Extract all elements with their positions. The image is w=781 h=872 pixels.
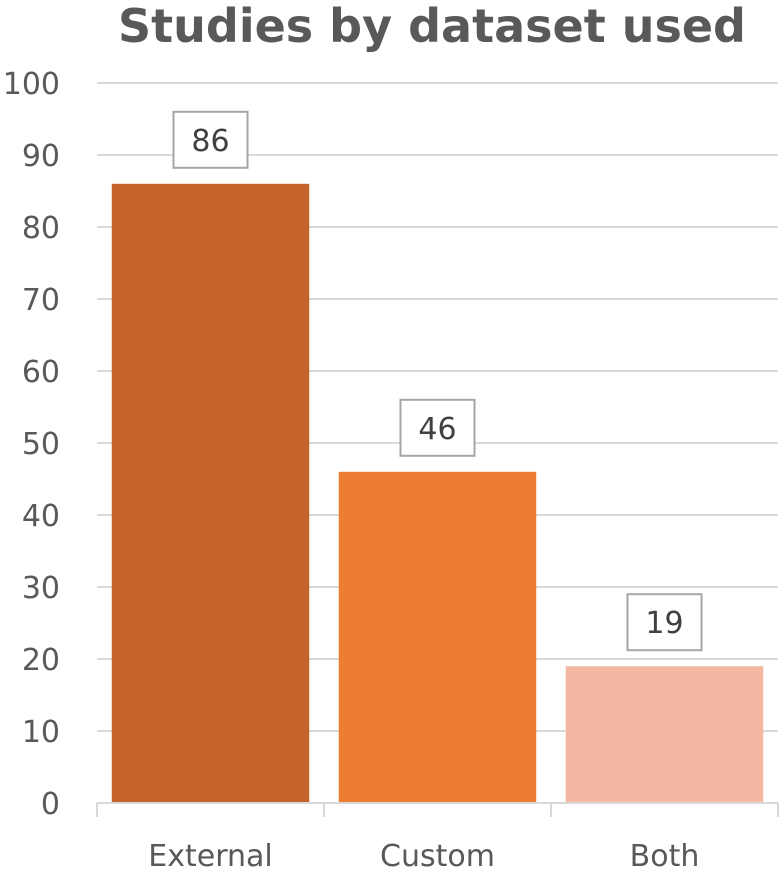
y-tick-label: 50 bbox=[22, 427, 60, 462]
x-axis: External Custom Both bbox=[96, 802, 779, 872]
y-tick-label: 100 bbox=[3, 67, 60, 102]
bar-both bbox=[565, 666, 764, 803]
data-labels: 86 46 19 bbox=[172, 110, 703, 652]
y-tick-label: 70 bbox=[22, 283, 60, 318]
data-label: 86 bbox=[191, 124, 229, 159]
y-tick-label: 10 bbox=[22, 715, 60, 750]
y-tick-label: 60 bbox=[22, 355, 60, 390]
y-tick-label: 0 bbox=[41, 787, 60, 822]
y-tick-label: 20 bbox=[22, 643, 60, 678]
data-label: 46 bbox=[418, 412, 456, 447]
data-label-box bbox=[626, 593, 703, 652]
y-tick-label: 80 bbox=[22, 211, 60, 246]
y-tick-label: 90 bbox=[22, 139, 60, 174]
data-label-box bbox=[399, 398, 476, 457]
bar-custom bbox=[338, 471, 537, 803]
x-tick-label: Both bbox=[630, 839, 700, 872]
bar-external bbox=[111, 183, 310, 804]
data-label: 19 bbox=[645, 606, 683, 641]
y-tick-label: 40 bbox=[22, 499, 60, 534]
y-tick-label: 30 bbox=[22, 571, 60, 606]
data-label-box bbox=[172, 110, 249, 169]
x-tick-label: Custom bbox=[380, 839, 495, 872]
x-tick-label: External bbox=[148, 839, 272, 872]
chart-title: Studies by dataset used bbox=[118, 0, 746, 53]
y-axis-ticks: 0 10 20 30 40 50 60 70 80 90 100 bbox=[3, 67, 60, 822]
bars bbox=[111, 183, 764, 804]
